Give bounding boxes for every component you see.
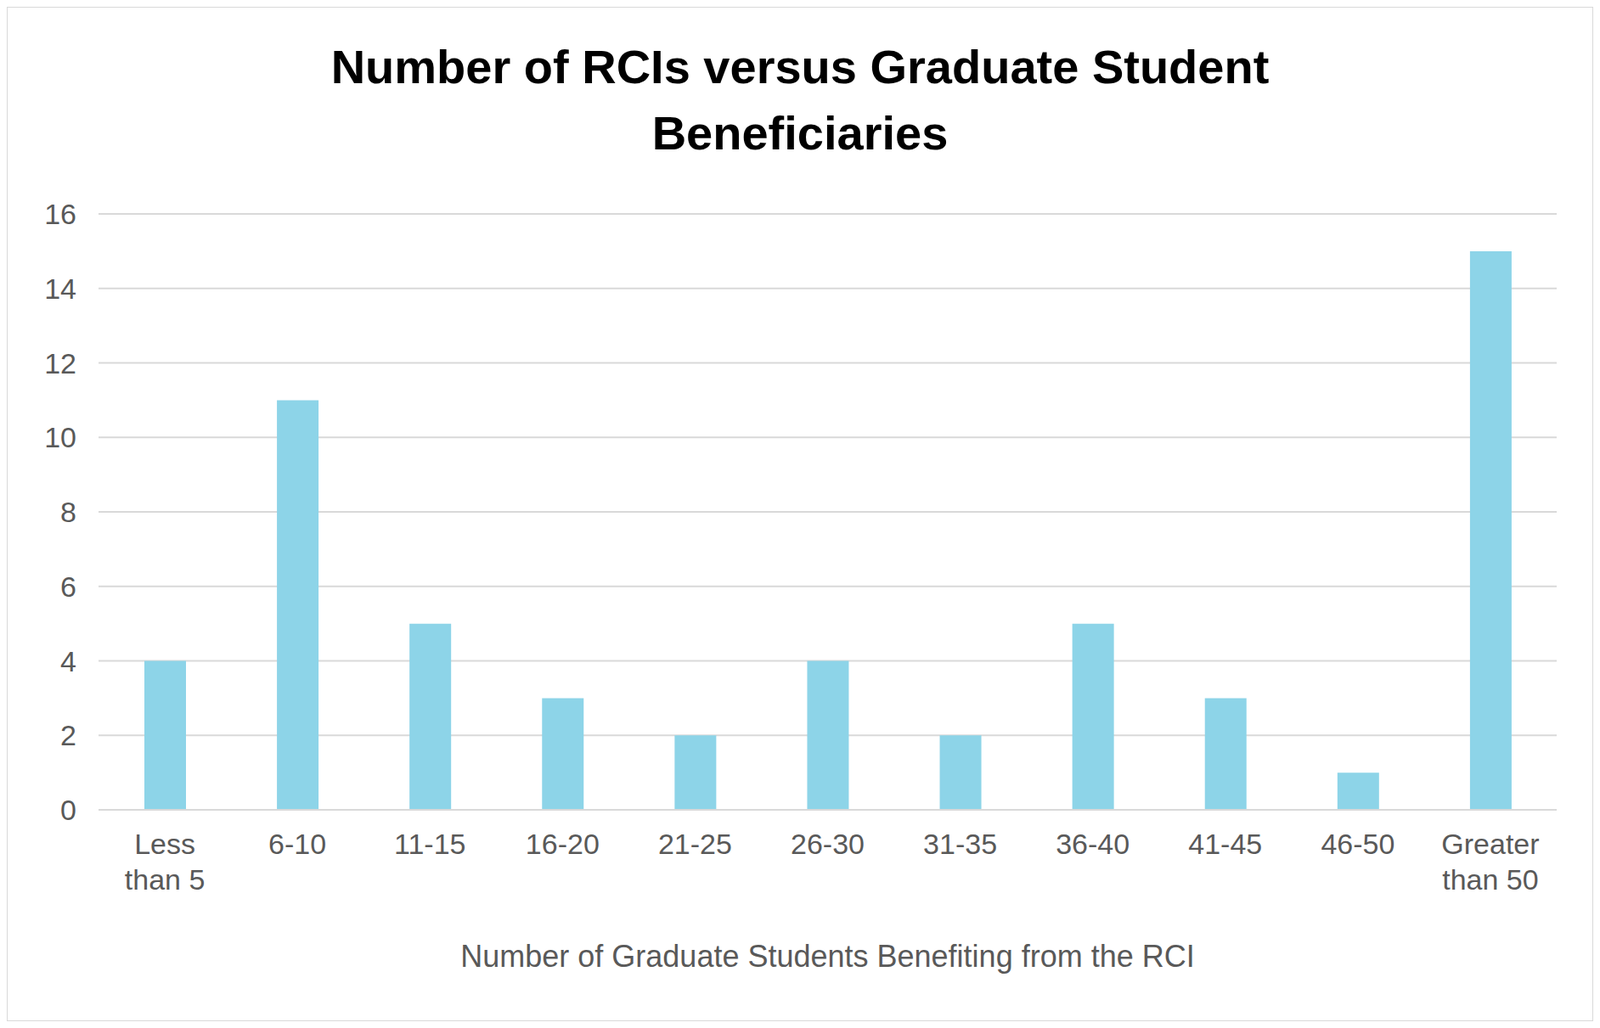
svg-text:10: 10 [44,421,77,454]
svg-text:46-50: 46-50 [1320,828,1395,861]
svg-text:31-35: 31-35 [923,828,998,861]
svg-text:16: 16 [44,197,77,231]
svg-text:41-45: 41-45 [1188,828,1262,861]
svg-text:26-30: 26-30 [790,828,865,861]
svg-text:4: 4 [60,645,77,678]
svg-text:21-25: 21-25 [658,828,733,861]
svg-text:16-20: 16-20 [525,828,600,861]
svg-text:14: 14 [44,272,77,305]
svg-text:0: 0 [60,794,77,827]
svg-text:8: 8 [60,495,77,529]
svg-text:2: 2 [60,719,77,752]
svg-text:Greaterthan 50: Greaterthan 50 [1441,828,1539,896]
svg-text:Lessthan 5: Lessthan 5 [124,828,206,896]
svg-text:6: 6 [60,570,77,603]
svg-text:12: 12 [44,347,77,380]
svg-text:11-15: 11-15 [394,828,466,861]
html-text:Number of RCIs versus Graduate: Number of RCIs versus Graduate Student B… [330,39,1270,160]
svg-text:6-10: 6-10 [268,828,327,861]
svg-text:36-40: 36-40 [1055,828,1130,861]
html-text:Number of Graduate Students Be: Number of Graduate Students Benefiting f… [460,939,1195,975]
